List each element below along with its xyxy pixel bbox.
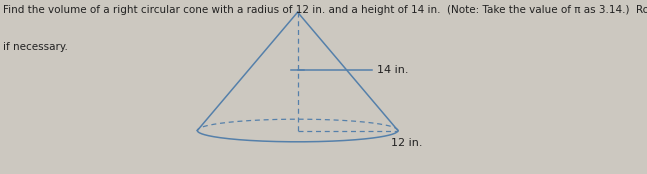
Text: 14 in.: 14 in. — [377, 65, 409, 75]
Text: 12 in.: 12 in. — [391, 138, 423, 148]
Text: Find the volume of a right circular cone with a radius of 12 in. and a height of: Find the volume of a right circular cone… — [3, 5, 647, 15]
Text: if necessary.: if necessary. — [3, 42, 68, 52]
